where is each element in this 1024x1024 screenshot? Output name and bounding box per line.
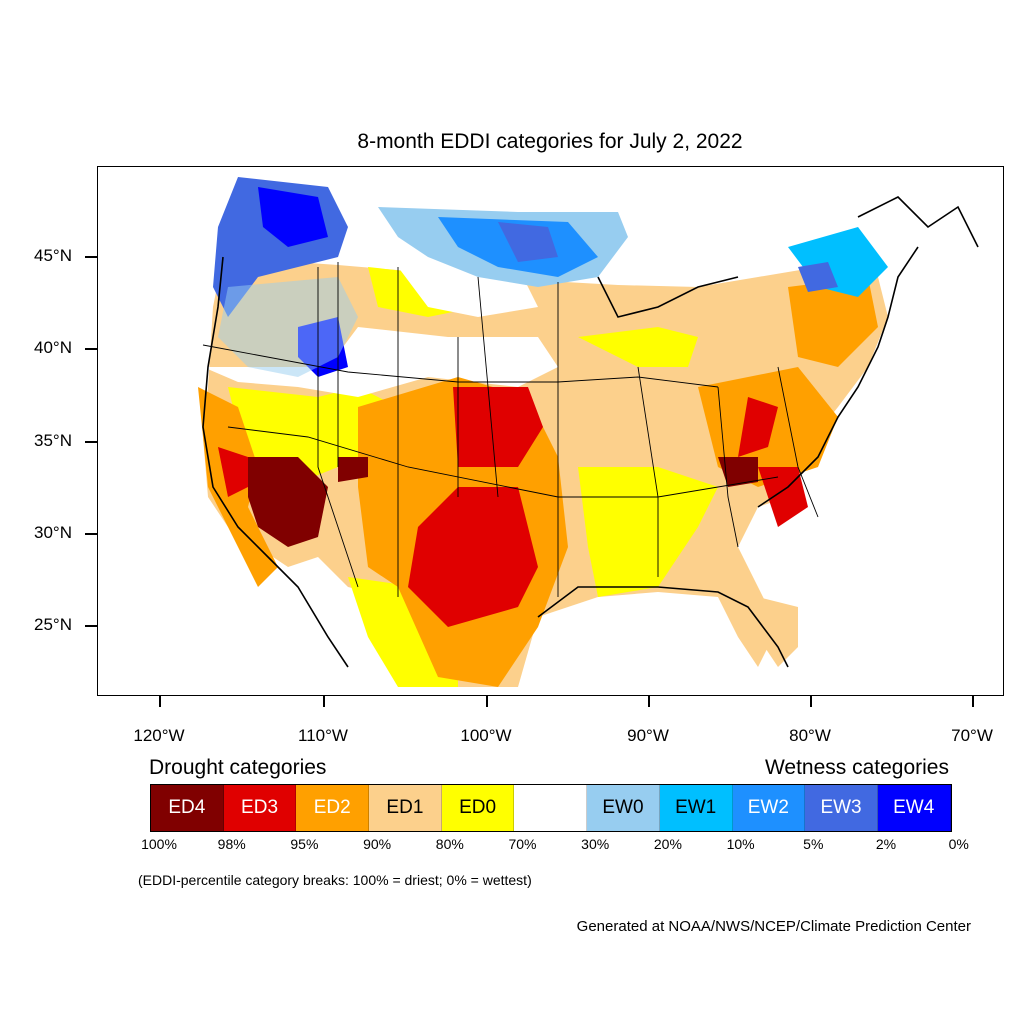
category-note: (EDDI-percentile category breaks: 100% =…: [138, 872, 532, 888]
legend-swatch-ed1: ED1: [369, 785, 442, 831]
percentile-label: 5%: [803, 836, 824, 852]
lon-tick-label: 80°W: [789, 726, 831, 745]
percentile-label: 100%: [141, 836, 177, 852]
eddi-map: [198, 177, 979, 687]
lon-tick-label: 90°W: [627, 726, 669, 745]
lon-tick-label: 100°W: [460, 726, 512, 745]
map-panel: [97, 166, 1004, 696]
lon-tick-mark: [648, 696, 650, 707]
map-title: 8-month EDDI categories for July 2, 2022: [357, 130, 743, 153]
legend-swatch-ew4: EW4: [877, 785, 951, 831]
percentile-label: 95%: [290, 836, 319, 852]
lon-tick-mark: [486, 696, 488, 707]
legend-swatch-ew3: EW3: [805, 785, 878, 831]
lat-tick-mark: [85, 533, 97, 535]
lon-tick-mark: [972, 696, 974, 707]
category-colorbar: ED4 ED3 ED2 ED1 ED0 EW0 EW1 EW2 EW3 EW4: [150, 784, 952, 832]
lat-tick-mark: [85, 441, 97, 443]
state-boundaries: [202, 262, 819, 597]
percentile-label: 2%: [875, 836, 897, 852]
lon-tick-mark: [159, 696, 161, 707]
legend-swatch-ew0: EW0: [587, 785, 660, 831]
lat-tick-label: 30°N: [34, 523, 72, 542]
percentile-label: 90%: [363, 836, 392, 852]
percentile-label: 20%: [653, 836, 682, 852]
percentile-label: 80%: [435, 836, 464, 852]
percentile-label: 98%: [217, 836, 246, 852]
lon-tick-mark: [810, 696, 812, 707]
drought-legend-title: Drought categories: [149, 756, 327, 779]
lat-tick-mark: [85, 625, 97, 627]
credit-line: Generated at NOAA/NWS/NCEP/Climate Predi…: [576, 918, 971, 935]
legend-swatch-ed2: ED2: [296, 785, 370, 831]
lon-tick-label: 70°W: [951, 726, 993, 745]
lon-tick-label: 120°W: [133, 726, 185, 745]
legend-swatch-ew1: EW1: [659, 785, 733, 831]
percentile-label: 70%: [508, 836, 537, 852]
lon-tick-label: 110°W: [298, 726, 348, 745]
lat-tick-label: 25°N: [34, 615, 72, 634]
lat-tick-mark: [85, 348, 97, 350]
coastlines: [202, 196, 979, 668]
percentile-label: 30%: [581, 836, 610, 852]
legend-swatch-ed3: ED3: [223, 785, 297, 831]
wetness-legend-title: Wetness categories: [764, 756, 949, 779]
legend-swatch-ew2: EW2: [732, 785, 806, 831]
lat-tick-mark: [85, 256, 97, 258]
legend-swatch-ed0: ED0: [441, 785, 515, 831]
percentile-label: 10%: [726, 836, 755, 852]
us-land-fill: [198, 177, 888, 687]
percentile-label: 0%: [948, 836, 969, 852]
lat-tick-label: 45°N: [34, 246, 72, 265]
legend-swatch-neutral: [514, 785, 588, 831]
lon-tick-mark: [323, 696, 325, 707]
lat-tick-label: 40°N: [34, 338, 72, 357]
lat-tick-label: 35°N: [34, 431, 72, 450]
legend-swatch-ed4: ED4: [151, 785, 224, 831]
